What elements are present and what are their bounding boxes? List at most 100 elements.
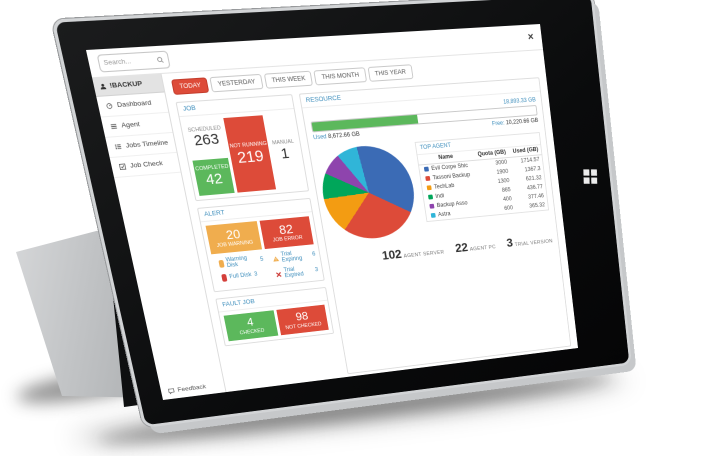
feedback-label: Feedback [176, 383, 207, 394]
tab-this-month[interactable]: THIS MONTH [313, 67, 367, 86]
feedback-button[interactable]: Feedback [167, 383, 207, 395]
alert-panel: ALERT 20 JOB WARNING [196, 197, 325, 293]
timeline-icon [114, 144, 122, 150]
series-swatch [425, 176, 431, 182]
sidebar-brand: !BACKUP [92, 74, 165, 97]
trial-expired-link[interactable]: Trial Expired 3 [274, 265, 319, 281]
stat-value: 22 [454, 240, 469, 255]
stat-agent-server: 102 AGENT SERVER [381, 243, 445, 263]
job-completed-tile: COMPLETED 42 [192, 157, 235, 196]
check-square-icon [118, 163, 127, 171]
trial-expired-label: Trial Expired [283, 266, 305, 280]
job-error-tile: 82 JOB ERROR [259, 216, 314, 250]
search-input[interactable] [102, 56, 147, 67]
warning-disk-icon [218, 259, 225, 268]
sidebar-item-label: Job Check [129, 160, 164, 170]
series-swatch [430, 213, 436, 219]
warning-triangle-icon [271, 255, 279, 262]
stat-value: 3 [505, 235, 514, 250]
sidebar-brand-label: !BACKUP [109, 80, 143, 90]
job-warning-tile: 20 JOB WARNING [205, 221, 262, 255]
resource-middle: TOP AGENT Name Quota (GB) Used (GB) [315, 132, 550, 243]
stat-label: AGENT SERVER [403, 249, 445, 260]
job-panel: JOB SCHEDULED 263 NOT RUNNING 219 [175, 94, 310, 202]
stat-value: 102 [380, 246, 403, 263]
storage-used: Used 8,672.66 GB [313, 132, 360, 141]
top-agent-pie [315, 142, 421, 243]
dashboard-icon [105, 102, 114, 110]
search-icon [156, 56, 165, 64]
full-disk-link[interactable]: Full Disk 3 [221, 270, 267, 282]
app-body: !BACKUP Dashboard Agent [92, 50, 579, 400]
job-scheduled-tile: SCHEDULED 263 [184, 118, 227, 157]
main-area: TODAY YESTERDAY THIS WEEK THIS MONTH THI… [161, 50, 579, 393]
full-disk-label: Full Disk [229, 272, 253, 281]
agent-used: 365.32 [529, 202, 546, 210]
job-grid: SCHEDULED 263 NOT RUNNING 219 MANUAL [180, 109, 308, 200]
free-label: Free: [491, 120, 505, 128]
resource-panel: RESOURCE 18,893.33 GB Used [298, 77, 572, 375]
tab-this-year[interactable]: THIS YEAR [367, 64, 414, 82]
top-agent-panel: TOP AGENT Name Quota (GB) Used (GB) [414, 132, 550, 223]
stat-label: TRIAL VERSION [514, 238, 554, 248]
x-mark-icon [274, 271, 282, 278]
top-agent-table: Name Quota (GB) Used (GB) [417, 145, 549, 221]
tab-today[interactable]: TODAY [170, 77, 210, 95]
free-value: 10,220.66 GB [505, 118, 539, 127]
used-value: 8,672.66 GB [327, 131, 361, 141]
used-label: Used [312, 134, 328, 142]
dashboard-content: JOB SCHEDULED 263 NOT RUNNING 219 [175, 77, 572, 388]
tab-this-week[interactable]: THIS WEEK [263, 70, 314, 89]
stat-agent-pc: 22 AGENT PC [454, 237, 496, 255]
sidebar-item-job-check[interactable]: Job Check [109, 152, 181, 179]
job-manual-value: 1 [279, 145, 291, 163]
warning-disk-label: Warning Disk [225, 255, 248, 269]
agent-list-icon [110, 124, 118, 129]
warning-disk-link[interactable]: Warning Disk 5 [218, 254, 265, 270]
trial-expiring-count: 6 [311, 251, 316, 258]
agent-name: Indi [435, 193, 445, 201]
agent-quota: 600 [504, 205, 514, 213]
agent-name: Astra [437, 211, 452, 219]
series-swatch [427, 194, 434, 200]
fault-job-panel: FAULT JOB 4 CHECKED 98 NOT CHECKED [215, 286, 335, 347]
series-swatch [423, 166, 430, 172]
job-completed-value: 42 [204, 170, 225, 189]
job-not-running-value: 219 [236, 147, 266, 167]
fault-checked-tile: 4 CHECKED [223, 310, 278, 342]
trial-expiring-label: Trial Expiring [280, 251, 303, 264]
job-scheduled-value: 263 [192, 131, 221, 150]
fault-checked-label: CHECKED [239, 327, 266, 337]
windows-logo-icon [583, 169, 598, 185]
resource-body: 18,893.33 GB Used 8,672.66 GB [302, 91, 558, 273]
trial-expiring-link[interactable]: Trial Expiring 6 [271, 249, 317, 264]
stat-trial-version: 3 TRIAL VERSION [506, 232, 554, 250]
tab-yesterday[interactable]: YESTERDAY [209, 73, 264, 93]
alert-grid: 20 JOB WARNING Warning Disk 5 [201, 212, 324, 291]
fault-not-checked-label: NOT CHECKED [285, 321, 323, 331]
series-swatch [426, 185, 432, 191]
full-disk-icon [221, 273, 228, 282]
series-swatch [429, 204, 435, 210]
search-box[interactable] [96, 50, 171, 72]
job-error-label: JOB ERROR [272, 235, 304, 244]
close-button[interactable]: × [527, 30, 535, 43]
warning-disk-count: 5 [259, 256, 265, 263]
sidebar: !BACKUP Dashboard Agent [92, 73, 227, 400]
fault-checked-value: 4 [245, 315, 255, 329]
sidebar-item-label: Jobs Timeline [125, 139, 169, 150]
stat-label: AGENT PC [469, 244, 497, 253]
trial-expired-count: 3 [314, 267, 319, 274]
agent-name: TechLab [433, 183, 455, 191]
job-warning-label: JOB WARNING [216, 239, 254, 250]
feedback-bubble-icon [167, 388, 175, 395]
dashboard-app: × !BACKUP D [86, 24, 579, 400]
sidebar-item-label: Dashboard [116, 99, 153, 110]
storage-free: Free: 10,220.66 GB [492, 118, 539, 127]
right-column: RESOURCE 18,893.33 GB Used [298, 77, 572, 375]
tablet-screen: × !BACKUP D [51, 0, 632, 429]
sidebar-item-label: Agent [120, 121, 141, 130]
job-warning-value: 20 [224, 226, 242, 242]
user-icon [100, 83, 107, 90]
